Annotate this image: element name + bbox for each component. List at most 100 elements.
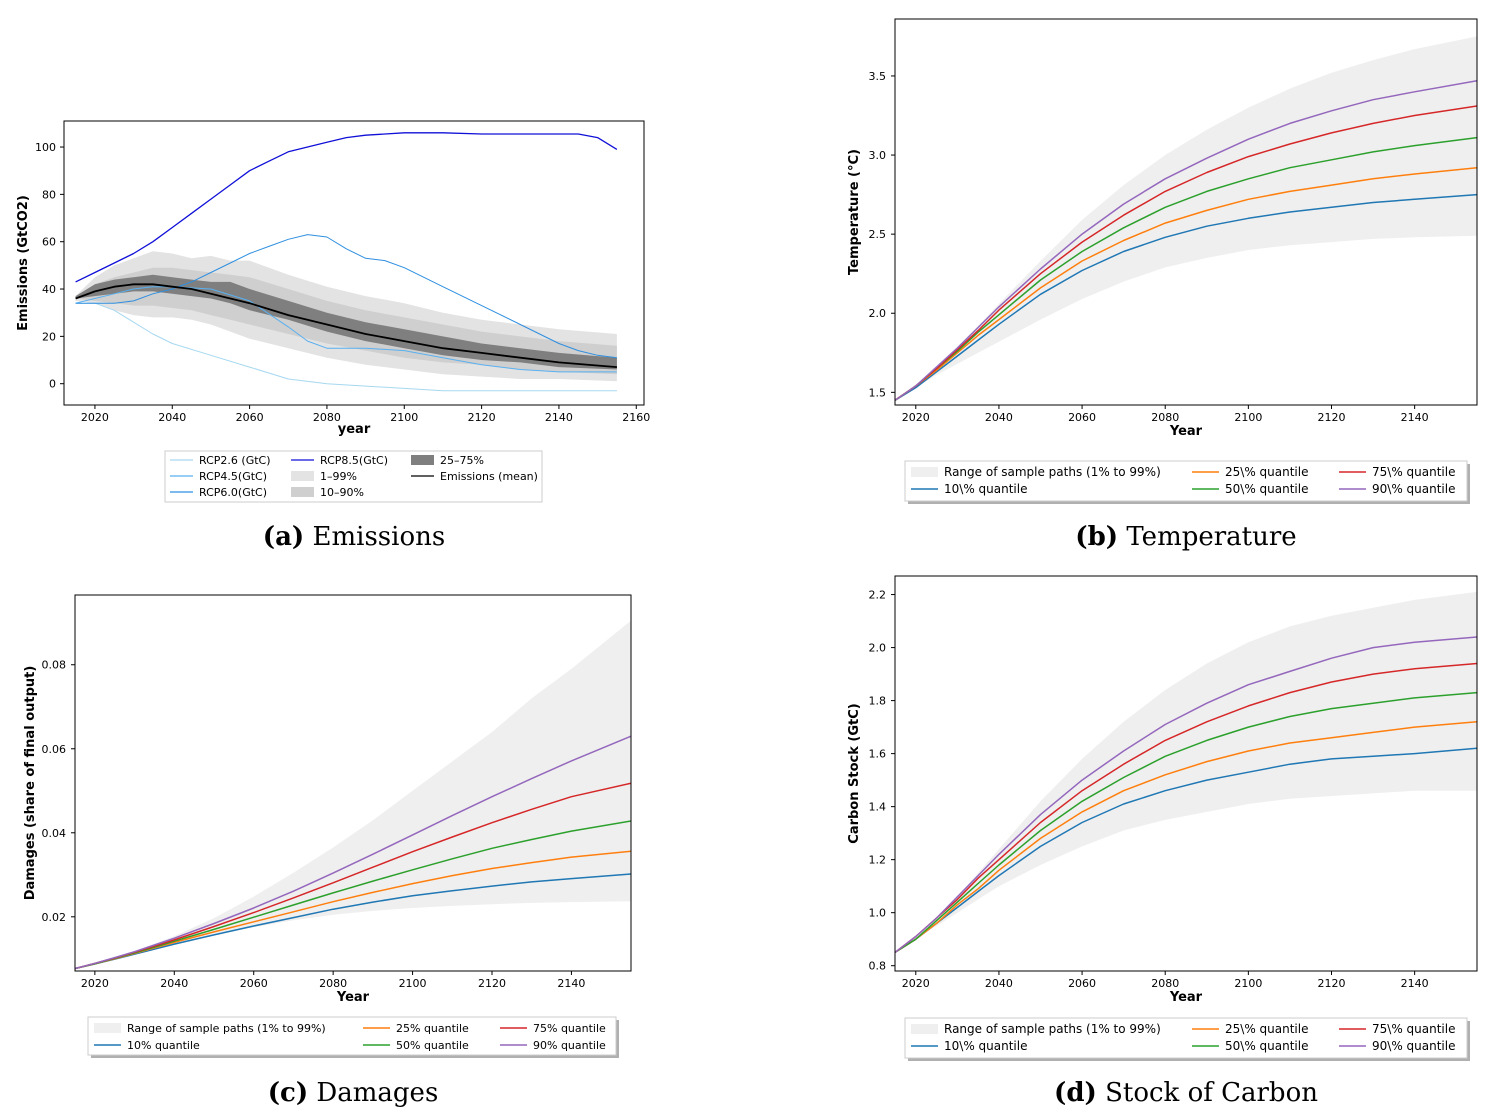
legend-box: [164, 450, 543, 503]
series-line-0: [895, 747, 1477, 954]
y-tick-label: 1.4: [869, 801, 887, 814]
y-tick-label: 0.06: [42, 743, 67, 756]
x-tick-label: 2140: [557, 977, 585, 990]
y-tick-label: 3.5: [869, 70, 887, 83]
legend-handle-range: [911, 467, 938, 477]
legend-label: 90\% quantile: [1372, 482, 1455, 496]
x-axis-label: year: [338, 422, 371, 437]
legend-label: RCP4.5(GtC): [199, 470, 267, 483]
legend-label: 75\% quantile: [1372, 465, 1455, 479]
legend-label: 25\% quantile: [1225, 1022, 1308, 1036]
y-tick-label: 60: [42, 236, 56, 249]
legend-label: RCP6.0(GtC): [199, 486, 267, 499]
x-axis-label: Year: [1169, 990, 1203, 1005]
legend-a: RCP2.6 (GtC) RCP8.5(GtC) 25–75% RCP4.5(GtC)…: [164, 450, 543, 503]
chart-a: 2020 2040 2060 2080 2100 2120 2140 216002040608…: [16, 120, 650, 552]
series-line-3: [75, 132, 618, 283]
legend-label: 25–75%: [440, 454, 484, 467]
x-tick-label: 2120: [1318, 411, 1346, 424]
x-tick-label: 2060: [240, 977, 268, 990]
x-tick-label: 2020: [902, 411, 930, 424]
x-tick-label: 2080: [1151, 977, 1179, 990]
series-line-0: [895, 193, 1477, 401]
series-line-2: [895, 136, 1477, 401]
caption-letter: (b): [1075, 522, 1118, 552]
legend-label: Range of sample paths (1% to 99%): [944, 1022, 1161, 1036]
x-tick-label: 2040: [158, 411, 186, 424]
band-range: [75, 620, 631, 969]
series-line-4: [75, 283, 617, 368]
x-tick-label: 2060: [1068, 411, 1096, 424]
legend-label: 25\% quantile: [1225, 465, 1308, 479]
legend-box: [904, 1017, 1468, 1059]
legend-label: 10\% quantile: [944, 1039, 1027, 1053]
x-tick-label: 2060: [236, 411, 264, 424]
y-axis-label: Damages (share of final output): [23, 666, 38, 901]
caption-text: Stock of Carbon: [1097, 1078, 1318, 1108]
x-tick-label: 2100: [390, 411, 418, 424]
y-tick-label: 100: [35, 141, 56, 154]
x-tick-label: 2020: [81, 411, 109, 424]
plot-frame: [74, 594, 632, 972]
series-line-4: [75, 735, 631, 970]
y-tick-label: 0.08: [42, 659, 67, 672]
legend-label: 50\% quantile: [1225, 1039, 1308, 1053]
y-tick-label: 0.02: [42, 911, 67, 924]
y-tick-label: 0: [49, 378, 56, 391]
y-tick-label: 40: [42, 283, 56, 296]
legend-label: 90% quantile: [533, 1039, 606, 1052]
x-tick-label: 2020: [902, 977, 930, 990]
plot-area-a: [75, 132, 618, 392]
chart-c: 2020 2040 2060 2080 2100 2120 2140 0.02 0.04 0.06…: [23, 594, 632, 1108]
x-tick-label: 2120: [478, 977, 506, 990]
legend-label: 50\% quantile: [1225, 482, 1308, 496]
plot-area-c: [75, 620, 631, 970]
legend-c: Range of sample paths (1% to 99%) 25% qua…: [87, 1016, 619, 1058]
legend-label: 10–90%: [320, 486, 364, 499]
x-axis-label: Year: [1169, 424, 1203, 439]
legend-label: 75% quantile: [533, 1022, 606, 1035]
y-tick-label: 2.5: [869, 228, 887, 241]
figure-caption: (b) Temperature: [1075, 522, 1296, 552]
series-line-1: [75, 286, 617, 373]
plot-area-b: [895, 36, 1477, 401]
x-axis-label: Year: [336, 990, 370, 1005]
plot-frame: [894, 18, 1478, 406]
legend-handle-band: [291, 487, 314, 497]
band-range: [895, 36, 1477, 401]
legend-label: Emissions (mean): [440, 470, 538, 483]
chart-d: 2020 2040 2060 2080 2100 2120 2140 0.8 1.0 1.2 1.4…: [847, 575, 1478, 1108]
series-line-2: [895, 691, 1477, 954]
legend-handle-range: [911, 1024, 938, 1034]
y-tick-label: 0.04: [42, 827, 67, 840]
x-tick-label: 2040: [985, 411, 1013, 424]
y-tick-label: 1.6: [869, 748, 887, 761]
band-2: [75, 274, 617, 370]
legend-label: Range of sample paths (1% to 99%): [127, 1022, 326, 1035]
y-tick-label: 20: [42, 330, 56, 343]
x-tick-label: 2080: [319, 977, 347, 990]
legend-label: Range of sample paths (1% to 99%): [944, 465, 1161, 479]
legend-label: RCP8.5(GtC): [320, 454, 388, 467]
y-axis-label: Emissions (GtCO2): [16, 195, 31, 331]
x-tick-label: 2120: [1318, 977, 1346, 990]
x-tick-label: 2080: [313, 411, 341, 424]
legend-d: Range of sample paths (1% to 99%) 25\% qu…: [904, 1017, 1470, 1061]
x-tick-label: 2100: [1234, 411, 1262, 424]
caption-text: Emissions: [304, 522, 445, 552]
caption-letter: (d): [1054, 1078, 1097, 1108]
series-line-1: [895, 166, 1477, 401]
y-tick-label: 3.0: [869, 149, 887, 162]
caption-letter: (c): [268, 1078, 308, 1108]
y-tick-label: 2.2: [869, 589, 887, 602]
y-tick-label: 1.2: [869, 854, 887, 867]
y-tick-label: 1.8: [869, 695, 887, 708]
legend-label: 10\% quantile: [944, 482, 1027, 496]
legend-handle-band: [291, 471, 314, 481]
y-tick-label: 1.5: [869, 386, 887, 399]
y-tick-label: 2.0: [869, 307, 887, 320]
legend-box: [87, 1016, 617, 1056]
x-tick-label: 2100: [399, 977, 427, 990]
series-line-2: [75, 234, 617, 359]
